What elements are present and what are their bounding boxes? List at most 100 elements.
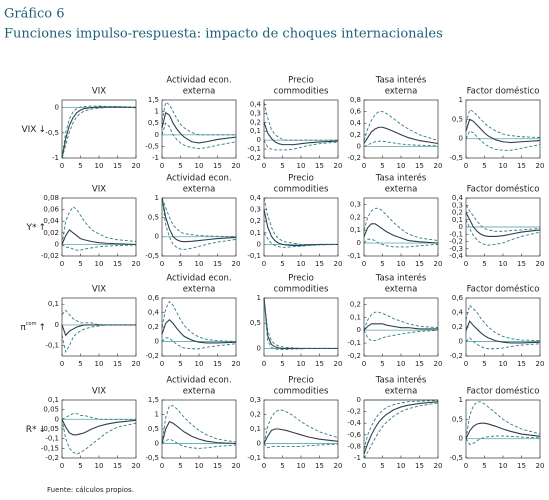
x-tick-label: 10: [499, 162, 508, 170]
x-tick-label: 10: [95, 360, 104, 368]
x-tick-label: 10: [297, 260, 306, 268]
series-line: [363, 207, 439, 241]
plot-frame: [363, 197, 439, 257]
x-tick-label: 0: [362, 260, 366, 268]
y-tick-label: -0,5: [145, 454, 159, 462]
y-tick-label: -0,1: [247, 145, 261, 153]
y-tick-label: 0,6: [452, 294, 464, 302]
panel-title: externa: [385, 185, 418, 195]
row-label-text: R*: [26, 425, 37, 435]
y-tick-label: -0,1: [449, 230, 463, 238]
y-tick-label: 1: [257, 294, 261, 302]
y-tick-label: 0: [257, 136, 261, 144]
y-tick-label: 0: [357, 396, 361, 404]
x-tick-label: 20: [434, 260, 443, 268]
y-tick-label: 1: [459, 396, 463, 404]
x-tick-label: 5: [280, 162, 284, 170]
plot-frame: [161, 197, 237, 257]
plot-frame: [161, 399, 237, 459]
series-line: [363, 323, 438, 331]
panel-title: Actividad econ.: [166, 376, 231, 386]
series-line: [363, 311, 439, 331]
series-line: [263, 197, 338, 245]
y-tick-label: -0,1: [247, 454, 261, 462]
series-line: [61, 413, 136, 420]
x-tick-label: 0: [160, 360, 164, 368]
plot-frame: [61, 197, 137, 257]
plot-frame: [61, 297, 137, 357]
panel-title: commodities: [274, 185, 329, 195]
x-tick-label: 5: [280, 462, 284, 470]
series-line: [363, 223, 439, 244]
series-line: [61, 105, 137, 159]
y-tick-label: 1: [155, 194, 159, 202]
plot-frame: [263, 99, 339, 159]
y-tick-label: -0,2: [347, 408, 361, 416]
y-tick-label: -0,1: [45, 342, 59, 350]
x-tick-label: 20: [434, 162, 443, 170]
series-line: [465, 212, 541, 237]
y-tick-label: 0: [357, 326, 361, 334]
x-tick-label: 20: [132, 360, 141, 368]
x-tick-label: 15: [517, 162, 526, 170]
x-tick-label: 0: [362, 360, 366, 368]
y-tick-label: 0,02: [43, 229, 59, 237]
row-label: VIX ↓: [21, 125, 46, 135]
plot-frame: [263, 399, 339, 459]
x-tick-label: 20: [334, 260, 343, 268]
x-tick-label: 10: [195, 260, 204, 268]
series-line: [465, 118, 541, 144]
x-tick-label: 15: [113, 162, 122, 170]
y-tick-label: 0,1: [250, 229, 261, 237]
x-tick-label: 0: [362, 162, 366, 170]
y-tick-label: 0: [459, 135, 463, 143]
series-line: [465, 304, 541, 342]
x-tick-label: 15: [113, 260, 122, 268]
y-tick-label: 0: [459, 435, 463, 443]
x-tick-label: 10: [195, 162, 204, 170]
x-tick-label: 15: [517, 360, 526, 368]
x-tick-label: 15: [213, 462, 222, 470]
y-tick-label: 0,3: [250, 206, 261, 214]
panel-title: Actividad econ.: [166, 274, 231, 284]
series-line: [61, 419, 137, 436]
x-tick-label: 5: [178, 260, 182, 268]
series-line: [61, 324, 136, 354]
x-tick-label: 0: [160, 162, 164, 170]
y-tick-label: -0,1: [347, 339, 361, 347]
x-tick-label: 0: [262, 260, 266, 268]
x-tick-label: 15: [315, 162, 324, 170]
x-tick-label: 0: [60, 462, 64, 470]
x-tick-label: 15: [113, 462, 122, 470]
x-tick-label: 20: [232, 360, 241, 368]
row-label-sup: com: [26, 321, 37, 327]
series-line: [363, 329, 439, 341]
x-tick-label: 15: [315, 260, 324, 268]
x-tick-label: 15: [415, 162, 424, 170]
figure-title: Funciones impulso-respuesta: impacto de …: [4, 27, 443, 42]
x-tick-label: 10: [499, 462, 508, 470]
series-line: [61, 309, 136, 326]
y-tick-label: 0,2: [350, 213, 361, 221]
y-tick-label: -0,2: [45, 454, 59, 462]
x-tick-label: 20: [232, 162, 241, 170]
y-tick-label: 0,2: [350, 131, 361, 139]
y-tick-label: 0,5: [250, 319, 261, 327]
x-tick-label: 20: [132, 462, 141, 470]
y-tick-label: 0,6: [148, 294, 160, 302]
series-line: [61, 107, 136, 159]
y-tick-label: 0,05: [43, 406, 59, 414]
x-tick-label: 5: [482, 360, 486, 368]
series-line: [161, 421, 237, 445]
x-tick-label: 5: [78, 462, 82, 470]
series-line: [363, 402, 439, 459]
x-tick-label: 20: [536, 462, 545, 470]
y-tick-label: 0: [257, 240, 261, 248]
x-tick-label: 20: [536, 162, 545, 170]
y-tick-label: -0,2: [449, 352, 463, 360]
panel-title: Factor doméstico: [467, 386, 540, 397]
series-line: [263, 232, 339, 248]
x-tick-label: 0: [464, 162, 468, 170]
row-label-arrow: ↓: [38, 425, 46, 435]
